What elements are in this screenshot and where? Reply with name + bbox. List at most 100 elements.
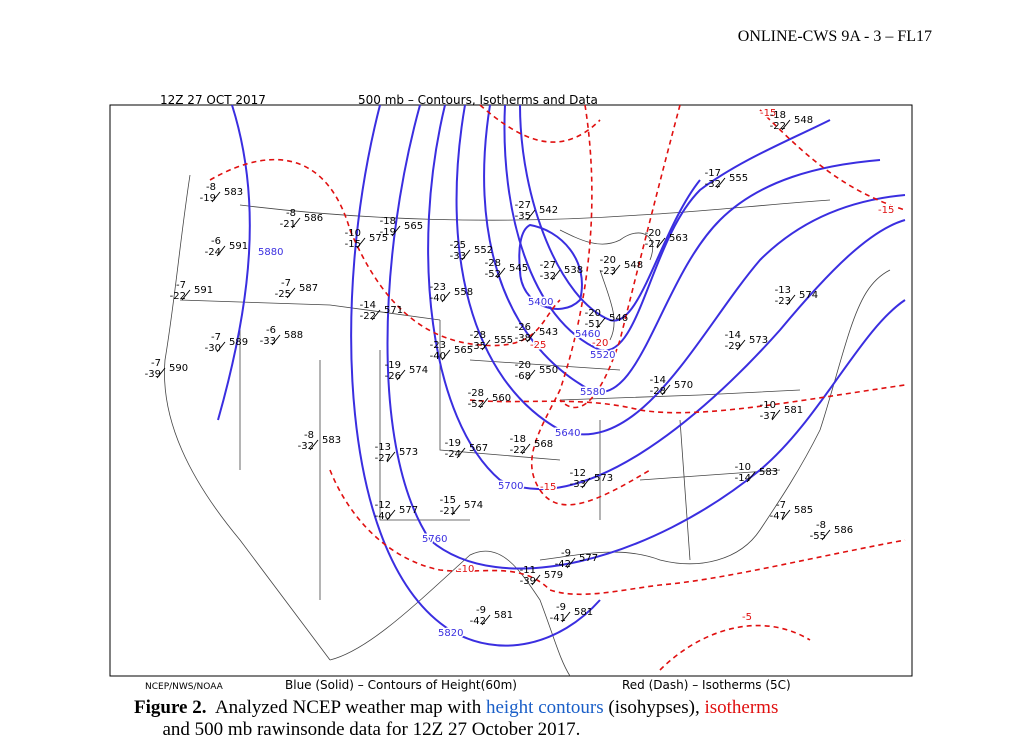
- wind-barb: [481, 614, 491, 626]
- wind-barb: [396, 369, 406, 381]
- station-dewpoint: -37: [760, 411, 776, 422]
- wind-barb: [479, 397, 489, 409]
- station-height: 591: [194, 285, 213, 296]
- station-temp: -19: [385, 360, 401, 371]
- station-dewpoint: -39: [145, 369, 161, 380]
- station-height: 546: [609, 313, 628, 324]
- station-height: 581: [784, 405, 803, 416]
- station-temp: -27: [540, 260, 556, 271]
- station-height: 573: [594, 473, 613, 484]
- wind-barb: [461, 249, 471, 261]
- station-temp: -10: [735, 462, 751, 473]
- wind-barb: [531, 574, 541, 586]
- station-temp: -13: [775, 285, 791, 296]
- station-temp: -28: [470, 330, 486, 341]
- isotherm-label: -15: [540, 482, 556, 493]
- station-dewpoint: -14: [735, 473, 751, 484]
- station-dewpoint: -40: [430, 293, 446, 304]
- caption-height: height contours: [485, 697, 604, 718]
- station-height: 552: [474, 245, 493, 256]
- wind-barb: [551, 269, 561, 281]
- wind-barb: [451, 504, 461, 516]
- wind-barb: [216, 341, 226, 353]
- contour-label: 5700: [498, 481, 523, 492]
- station-temp: -7: [151, 358, 161, 369]
- station-height: 567: [469, 443, 488, 454]
- wind-barb: [291, 217, 301, 229]
- station-temp: -19: [445, 438, 461, 449]
- station-height: 538: [564, 265, 583, 276]
- station-temp: -14: [650, 375, 666, 386]
- station-dewpoint: -29: [725, 341, 741, 352]
- station-temp: -6: [211, 236, 221, 247]
- station-height: 588: [284, 330, 303, 341]
- contour-label: 5820: [438, 628, 463, 639]
- station-temp: -20: [585, 308, 601, 319]
- station-dewpoint: -21: [440, 506, 456, 517]
- station-dewpoint: -22: [360, 311, 376, 322]
- wind-barb: [716, 177, 726, 189]
- caption-text: and 500 mb rawinsonde data for 12Z 27 Oc…: [162, 719, 581, 740]
- station-height: 550: [539, 365, 558, 376]
- station-temp: -6: [266, 325, 276, 336]
- wind-barb: [781, 119, 791, 131]
- station-height: 586: [304, 213, 323, 224]
- station-dewpoint: -68: [515, 371, 531, 382]
- station-dewpoint: -21: [280, 219, 296, 230]
- wind-barb: [496, 267, 506, 279]
- station-temp: -27: [515, 200, 531, 211]
- station-dewpoint: -40: [375, 511, 391, 522]
- caption: Figure 2. Analyzed NCEP weather map with…: [134, 697, 778, 741]
- station-height: 548: [794, 115, 813, 126]
- station-dewpoint: -24: [205, 247, 221, 258]
- station-height: 591: [229, 241, 248, 252]
- station-height: 583: [759, 467, 778, 478]
- station-height: 555: [494, 335, 513, 346]
- station-temp: -10: [760, 400, 776, 411]
- caption-text: (isohypses),: [603, 697, 705, 718]
- station-dewpoint: -26: [385, 371, 401, 382]
- station-dewpoint: -41: [550, 613, 566, 624]
- isotherm-label: -10: [458, 564, 474, 575]
- station-height: 577: [399, 505, 418, 516]
- station-height: 560: [492, 393, 511, 404]
- caption-isotherms: isotherms: [704, 697, 779, 718]
- station-temp: -26: [515, 322, 531, 333]
- wind-barb: [456, 447, 466, 459]
- station-temp: -8: [206, 182, 216, 193]
- isotherm-label: -20: [592, 338, 608, 349]
- wind-barb: [566, 557, 576, 569]
- station-temp: -18: [510, 434, 526, 445]
- station-temp: -23: [430, 282, 446, 293]
- station-height: 571: [384, 305, 403, 316]
- station-dewpoint: -27: [375, 453, 391, 464]
- contour-label: 5400: [528, 297, 553, 308]
- station-temp: -14: [360, 300, 376, 311]
- wind-barb: [521, 443, 531, 455]
- wind-barb: [786, 294, 796, 306]
- wind-barb: [181, 289, 191, 301]
- station-temp: -10: [345, 228, 361, 239]
- station-dewpoint: -33: [450, 251, 466, 262]
- wind-barb: [736, 339, 746, 351]
- wind-barb: [309, 439, 319, 451]
- station-temp: -9: [476, 605, 486, 616]
- wind-barb: [781, 509, 791, 521]
- station-temp: -20: [645, 228, 661, 239]
- station-height: 586: [834, 525, 853, 536]
- wind-barb: [656, 237, 666, 249]
- station-dewpoint: -39: [520, 576, 536, 587]
- station-height: 581: [574, 607, 593, 618]
- station-height: 575: [369, 233, 388, 244]
- station-temp: -9: [561, 548, 571, 559]
- station-height: 570: [674, 380, 693, 391]
- contour-label: 5580: [580, 387, 605, 398]
- station-height: 583: [322, 435, 341, 446]
- station-temp: -7: [776, 500, 786, 511]
- station-height: 565: [454, 345, 473, 356]
- wind-barb: [611, 264, 621, 276]
- map-footer-right: Red (Dash) – Isotherms (5C): [622, 678, 791, 692]
- wind-barb: [581, 477, 591, 489]
- station-temp: -11: [520, 565, 536, 576]
- station-temp: -7: [281, 278, 291, 289]
